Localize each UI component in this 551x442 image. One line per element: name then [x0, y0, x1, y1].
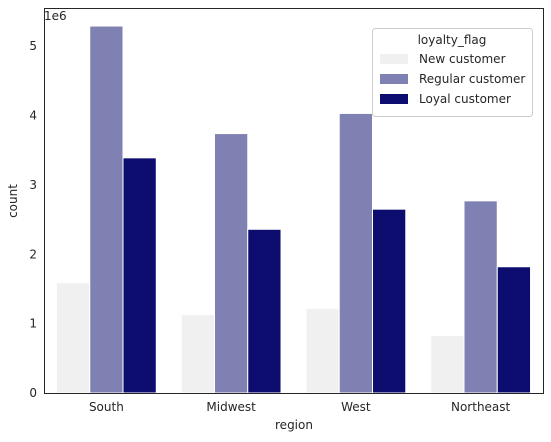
bar-midwest-new-customer: [180, 314, 215, 394]
y-tick-label: 0: [29, 386, 37, 400]
legend-swatch: [380, 94, 408, 104]
legend: loyalty_flag New customer Regular custome…: [372, 28, 533, 117]
x-tick-label: West: [341, 400, 371, 414]
x-tick-label: South: [89, 400, 124, 414]
legend-label: Regular customer: [419, 72, 525, 86]
y-tick-label: 2: [29, 247, 37, 261]
x-axis-ticks: South Midwest West Northeast: [89, 400, 511, 414]
legend-box: [372, 28, 533, 117]
bar-northeast-loyal-customer: [496, 266, 532, 394]
y-axis-ticks: 0 1 2 3 4 5: [29, 39, 37, 400]
y-tick-label: 1: [29, 317, 37, 331]
legend-swatch: [380, 54, 408, 64]
bar-northeast-regular-customer: [463, 200, 498, 394]
bar-west-loyal-customer: [372, 208, 407, 394]
legend-items: New customer Regular customer Loyal custom…: [380, 52, 525, 106]
bar-south-new-customer: [55, 282, 91, 394]
plot-frame: [44, 8, 544, 394]
legend-swatch: [380, 74, 408, 84]
bar-midwest-regular-customer: [213, 133, 249, 394]
x-axis-label: region: [275, 418, 313, 432]
bar-south-regular-customer: [89, 25, 124, 394]
x-tick-label: Northeast: [451, 400, 511, 414]
y-tick-label: 5: [29, 39, 37, 53]
bars-group: [55, 25, 532, 394]
bar-south-loyal-customer: [122, 157, 157, 394]
x-tick-label: Midwest: [206, 400, 256, 414]
y-tick-label: 4: [29, 109, 37, 123]
y-tick-label: 3: [29, 178, 37, 192]
bar-northeast-new-customer: [430, 334, 465, 394]
bar-midwest-loyal-customer: [247, 228, 282, 394]
bar-west-regular-customer: [338, 112, 374, 394]
legend-label: New customer: [419, 52, 506, 66]
legend-label: Loyal customer: [419, 92, 511, 106]
legend-title: loyalty_flag: [418, 33, 487, 47]
y-axis-label: count: [6, 184, 20, 218]
y-scale-label: 1e6: [44, 9, 67, 23]
bar-west-new-customer: [305, 307, 340, 394]
